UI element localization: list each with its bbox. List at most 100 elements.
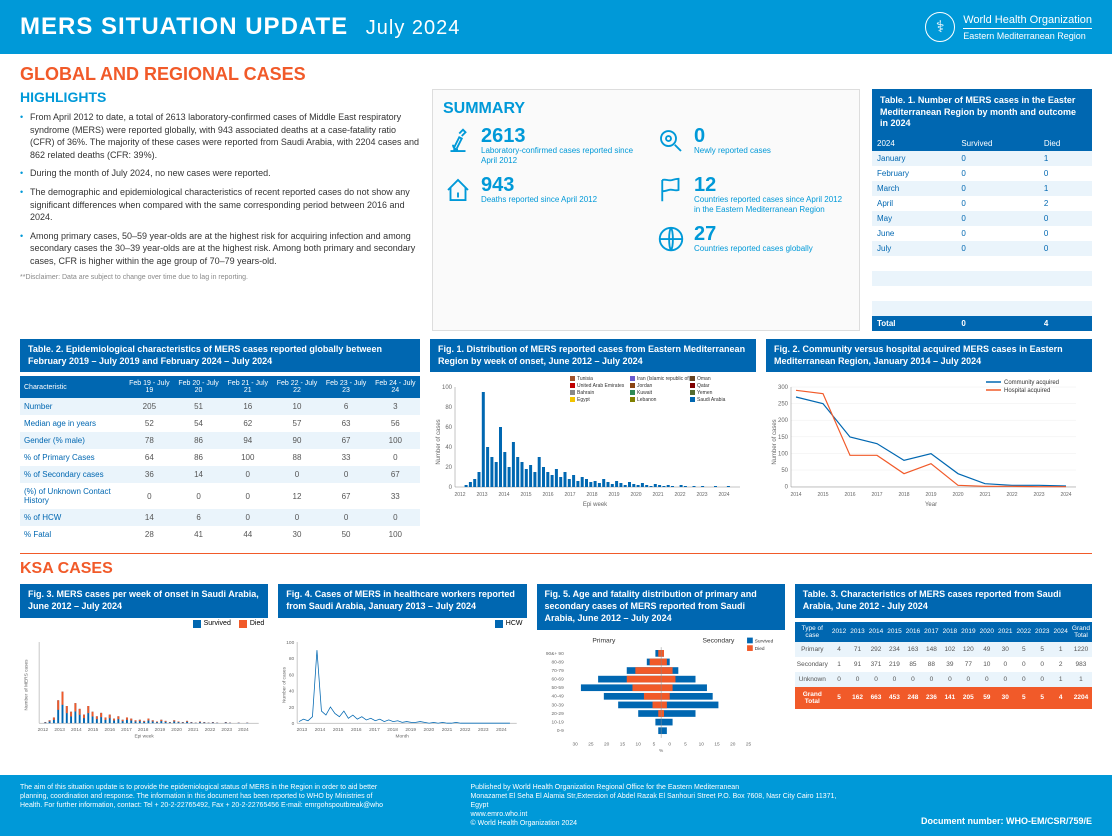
svg-text:Number of MERS cases: Number of MERS cases — [24, 659, 30, 711]
svg-text:300: 300 — [778, 385, 789, 391]
svg-text:2015: 2015 — [817, 492, 828, 498]
svg-text:100: 100 — [287, 640, 295, 646]
svg-text:2015: 2015 — [333, 727, 344, 733]
fig4-panel: Fig. 4. Cases of MERS in healthcare work… — [278, 584, 526, 754]
svg-text:2022: 2022 — [460, 727, 471, 733]
svg-text:2018: 2018 — [138, 727, 149, 733]
svg-text:10-19: 10-19 — [551, 719, 564, 725]
table2: CharacteristicFeb 19 - July 19Feb 20 - J… — [20, 376, 420, 543]
flag-icon — [656, 175, 686, 205]
svg-text:2014: 2014 — [71, 727, 82, 733]
page-header: MERS SITUATION UPDATE July 2024 ⚕ World … — [0, 0, 1112, 54]
svg-text:60: 60 — [445, 425, 452, 431]
table3: Type of case2012201320142015201620172018… — [795, 622, 1092, 709]
svg-text:2023: 2023 — [221, 727, 232, 733]
magnify-icon — [656, 126, 686, 156]
table2-panel: Table. 2. Epidemiological characteristic… — [20, 339, 420, 543]
svg-text:2015: 2015 — [520, 492, 531, 498]
svg-text:2013: 2013 — [476, 492, 487, 498]
disclaimer-text: **Disclaimer: Data are subject to change… — [20, 274, 420, 281]
svg-text:2013: 2013 — [54, 727, 65, 733]
svg-text:2018: 2018 — [586, 492, 597, 498]
svg-text:2021: 2021 — [979, 492, 990, 498]
summary-new: 0Newly reported cases — [656, 126, 849, 165]
page-footer: The aim of this situation update is to p… — [0, 775, 1112, 836]
svg-text:Tunisia: Tunisia — [577, 376, 593, 382]
who-emblem-icon: ⚕ — [925, 12, 955, 42]
svg-text:5: 5 — [684, 741, 687, 747]
fig4-chart: 0204060801002013201420152016201720182019… — [278, 630, 526, 740]
svg-text:2023: 2023 — [478, 727, 489, 733]
svg-text:0: 0 — [668, 741, 671, 747]
svg-text:Number of cases: Number of cases — [282, 666, 288, 703]
fig1-panel: Fig. 1. Distribution of MERS reported ca… — [430, 339, 756, 543]
svg-text:2014: 2014 — [498, 492, 509, 498]
svg-text:80: 80 — [445, 405, 452, 411]
svg-text:20: 20 — [604, 741, 610, 747]
svg-text:10: 10 — [635, 741, 641, 747]
document-number: Document number: WHO-EM/CSR/759/E — [921, 816, 1092, 828]
svg-text:2022: 2022 — [674, 492, 685, 498]
svg-text:2024: 2024 — [496, 727, 507, 733]
svg-text:2016: 2016 — [351, 727, 362, 733]
fig3-chart: 2012201320142015201620172018201920202021… — [20, 630, 268, 740]
main-title: MERS SITUATION UPDATE July 2024 — [20, 13, 460, 41]
svg-text:80: 80 — [289, 656, 295, 662]
svg-text:20: 20 — [730, 741, 736, 747]
table1-title: Table. 1. Number of MERS cases in the Ea… — [872, 89, 1092, 136]
house-icon — [443, 175, 473, 205]
svg-text:50-59: 50-59 — [551, 685, 564, 691]
svg-text:Oman: Oman — [697, 376, 711, 382]
svg-text:2024: 2024 — [718, 492, 729, 498]
svg-text:2016: 2016 — [542, 492, 553, 498]
svg-text:2017: 2017 — [121, 727, 132, 733]
svg-text:Epi week: Epi week — [583, 502, 608, 508]
fig2-title: Fig. 2. Community versus hospital acquir… — [766, 339, 1092, 372]
region-name: Eastern Mediterranean Region — [963, 31, 1092, 41]
svg-text:2015: 2015 — [88, 727, 99, 733]
svg-text:Bahrain: Bahrain — [577, 390, 594, 396]
svg-text:25: 25 — [588, 741, 594, 747]
svg-text:2018: 2018 — [388, 727, 399, 733]
svg-text:40: 40 — [445, 445, 452, 451]
svg-text:2019: 2019 — [925, 492, 936, 498]
svg-text:2017: 2017 — [369, 727, 380, 733]
fig3-legend: Survived Died — [20, 618, 268, 630]
fig4-title: Fig. 4. Cases of MERS in healthcare work… — [278, 584, 526, 617]
summary-countries-emr: 12Countries reported cases since April 2… — [656, 175, 849, 214]
summary-confirmed: 2613Laboratory-confirmed cases reported … — [443, 126, 636, 165]
svg-text:20: 20 — [289, 705, 295, 711]
svg-text:2019: 2019 — [608, 492, 619, 498]
svg-text:2014: 2014 — [790, 492, 801, 498]
svg-text:60-69: 60-69 — [551, 676, 564, 682]
table3-panel: Table. 3. Characteristics of MERS cases … — [795, 584, 1092, 754]
svg-text:100: 100 — [778, 452, 789, 458]
svg-text:Survived: Survived — [754, 638, 773, 644]
svg-text:80-89: 80-89 — [551, 659, 564, 665]
svg-text:40: 40 — [289, 688, 295, 694]
svg-text:90&+ 90: 90&+ 90 — [545, 650, 563, 656]
summary-heading: SUMMARY — [443, 100, 849, 118]
microscope-icon — [443, 126, 473, 156]
footer-disclaimer: The aim of this situation update is to p… — [20, 783, 395, 828]
globe-icon — [656, 224, 686, 254]
svg-text:0-9: 0-9 — [556, 728, 563, 734]
svg-text:Yemen: Yemen — [697, 390, 713, 396]
summary-panel: SUMMARY 2613Laboratory-confirmed cases r… — [432, 89, 860, 331]
svg-text:2020: 2020 — [424, 727, 435, 733]
svg-text:2016: 2016 — [104, 727, 115, 733]
summary-countries-global: 27Countries reported cases globally — [656, 224, 849, 254]
svg-text:Epi week: Epi week — [134, 733, 154, 739]
svg-text:Qatar: Qatar — [697, 383, 710, 389]
svg-text:20-29: 20-29 — [551, 710, 564, 716]
svg-text:250: 250 — [778, 402, 789, 408]
highlights-list: From April 2012 to date, a total of 2613… — [20, 111, 420, 268]
svg-text:0: 0 — [785, 485, 789, 491]
svg-text:United Arab Emirates: United Arab Emirates — [577, 383, 625, 389]
summary-deaths: 943Deaths reported since April 2012 — [443, 175, 636, 214]
svg-text:2022: 2022 — [1006, 492, 1017, 498]
fig1-title: Fig. 1. Distribution of MERS reported ca… — [430, 339, 756, 372]
svg-text:2019: 2019 — [155, 727, 166, 733]
svg-text:40-49: 40-49 — [551, 693, 564, 699]
svg-text:2021: 2021 — [188, 727, 199, 733]
